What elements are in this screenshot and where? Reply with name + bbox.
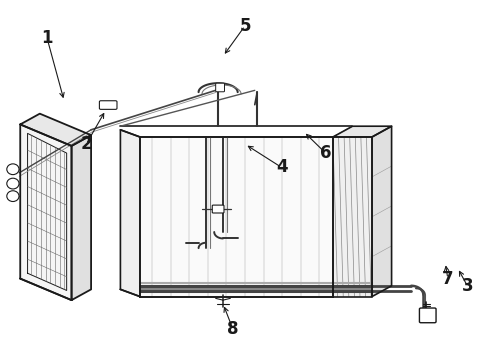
Polygon shape bbox=[372, 126, 392, 297]
Polygon shape bbox=[20, 125, 72, 300]
FancyBboxPatch shape bbox=[419, 308, 436, 323]
Polygon shape bbox=[333, 137, 372, 297]
FancyBboxPatch shape bbox=[99, 101, 117, 109]
Ellipse shape bbox=[7, 164, 19, 175]
Text: 2: 2 bbox=[80, 135, 92, 153]
Text: 3: 3 bbox=[462, 277, 473, 295]
Polygon shape bbox=[333, 126, 392, 137]
Ellipse shape bbox=[7, 178, 19, 189]
Text: 4: 4 bbox=[276, 158, 288, 176]
Text: 5: 5 bbox=[239, 17, 251, 35]
Text: 8: 8 bbox=[227, 320, 239, 338]
Polygon shape bbox=[140, 137, 333, 297]
Text: 6: 6 bbox=[320, 144, 331, 162]
Polygon shape bbox=[20, 114, 91, 146]
Ellipse shape bbox=[7, 191, 19, 202]
Text: 1: 1 bbox=[41, 30, 53, 48]
Polygon shape bbox=[121, 130, 140, 297]
FancyBboxPatch shape bbox=[216, 83, 224, 92]
Polygon shape bbox=[72, 135, 91, 300]
FancyBboxPatch shape bbox=[212, 205, 224, 213]
Text: 7: 7 bbox=[442, 270, 454, 288]
